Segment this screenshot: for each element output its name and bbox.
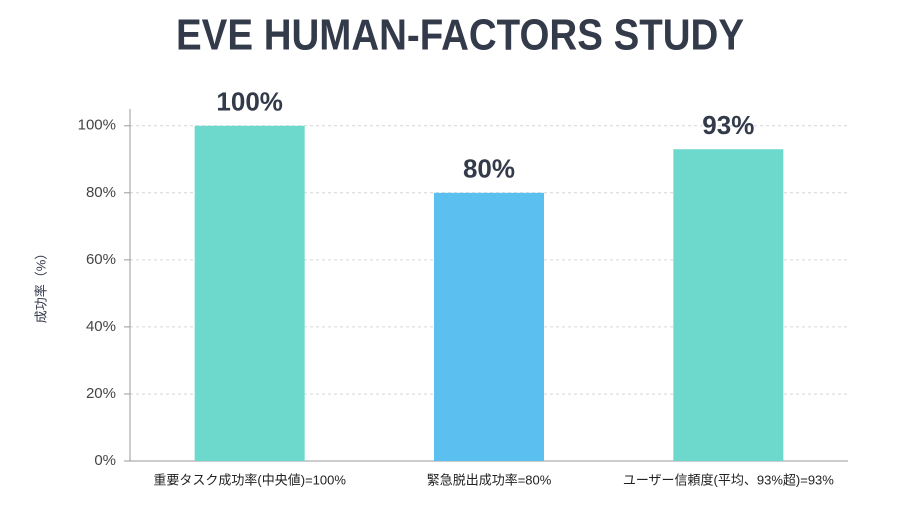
bar — [434, 192, 544, 462]
y-axis-label: 成功率（%） — [33, 247, 48, 324]
value-label: 100% — [216, 87, 283, 117]
y-tick-label: 0% — [94, 452, 116, 469]
y-tick-label: 60% — [86, 251, 116, 268]
value-label: 80% — [463, 154, 515, 184]
y-tick-label: 20% — [86, 385, 116, 402]
x-tick-label: ユーザー信頼度(平均、93%超)=93% — [623, 472, 834, 487]
bar — [673, 149, 784, 461]
x-tick-label: 重要タスク成功率(中央値)=100% — [153, 472, 346, 487]
y-tick-label: 40% — [86, 318, 116, 335]
y-tick-label: 80% — [86, 184, 116, 201]
bar — [194, 125, 305, 461]
x-tick-label: 緊急脱出成功率=80% — [427, 472, 552, 487]
y-tick-label: 100% — [78, 117, 116, 134]
chart-title: EVE HUMAN-FACTORS STUDY — [176, 11, 744, 60]
value-label: 93% — [702, 110, 754, 140]
